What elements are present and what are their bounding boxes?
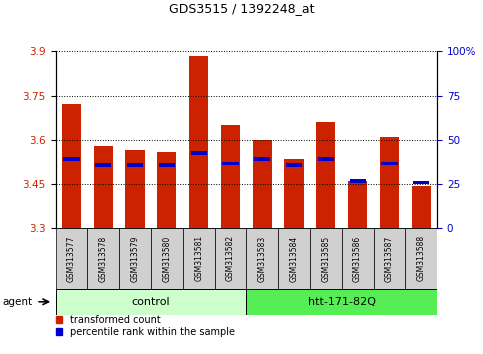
Text: GSM313582: GSM313582 [226, 235, 235, 281]
Text: GSM313588: GSM313588 [417, 235, 426, 281]
Text: agent: agent [2, 297, 32, 307]
Text: htt-171-82Q: htt-171-82Q [308, 297, 376, 307]
Bar [284, 159, 303, 228]
Bar [413, 181, 429, 184]
Bar [189, 56, 208, 228]
Legend: transformed count, percentile rank within the sample: transformed count, percentile rank withi… [56, 315, 235, 337]
Bar [56, 289, 246, 315]
Bar [157, 152, 176, 228]
Text: GSM313580: GSM313580 [162, 235, 171, 281]
Bar [380, 137, 399, 228]
Text: GSM313579: GSM313579 [130, 235, 140, 282]
Text: control: control [132, 297, 170, 307]
Bar [222, 162, 239, 165]
Bar [310, 228, 342, 289]
Bar [127, 163, 143, 167]
Bar [94, 146, 113, 228]
Bar [381, 162, 398, 165]
Text: GSM313586: GSM313586 [353, 235, 362, 281]
Bar [246, 289, 437, 315]
Bar [62, 104, 81, 228]
Bar [214, 228, 246, 289]
Text: GSM313581: GSM313581 [194, 235, 203, 281]
Bar [350, 179, 366, 183]
Bar [342, 228, 373, 289]
Bar [318, 157, 334, 161]
Bar [221, 125, 240, 228]
Bar [316, 122, 335, 228]
Bar [87, 228, 119, 289]
Bar [246, 228, 278, 289]
Text: GSM313583: GSM313583 [258, 235, 267, 281]
Bar [95, 163, 112, 167]
Text: GSM313577: GSM313577 [67, 235, 76, 282]
Bar [119, 228, 151, 289]
Text: GSM313584: GSM313584 [289, 235, 298, 281]
Bar [373, 228, 405, 289]
Text: GSM313587: GSM313587 [385, 235, 394, 281]
Text: GSM313578: GSM313578 [99, 235, 108, 281]
Bar [254, 157, 270, 161]
Bar [253, 140, 272, 228]
Bar [183, 228, 214, 289]
Bar [405, 228, 437, 289]
Bar [56, 228, 87, 289]
Bar [286, 163, 302, 167]
Bar [63, 157, 80, 161]
Text: GSM313585: GSM313585 [321, 235, 330, 281]
Bar [348, 181, 367, 228]
Bar [126, 150, 144, 228]
Bar [278, 228, 310, 289]
Bar [151, 228, 183, 289]
Bar [190, 151, 207, 155]
Bar [159, 163, 175, 167]
Bar [412, 185, 431, 228]
Text: GDS3515 / 1392248_at: GDS3515 / 1392248_at [169, 2, 314, 15]
